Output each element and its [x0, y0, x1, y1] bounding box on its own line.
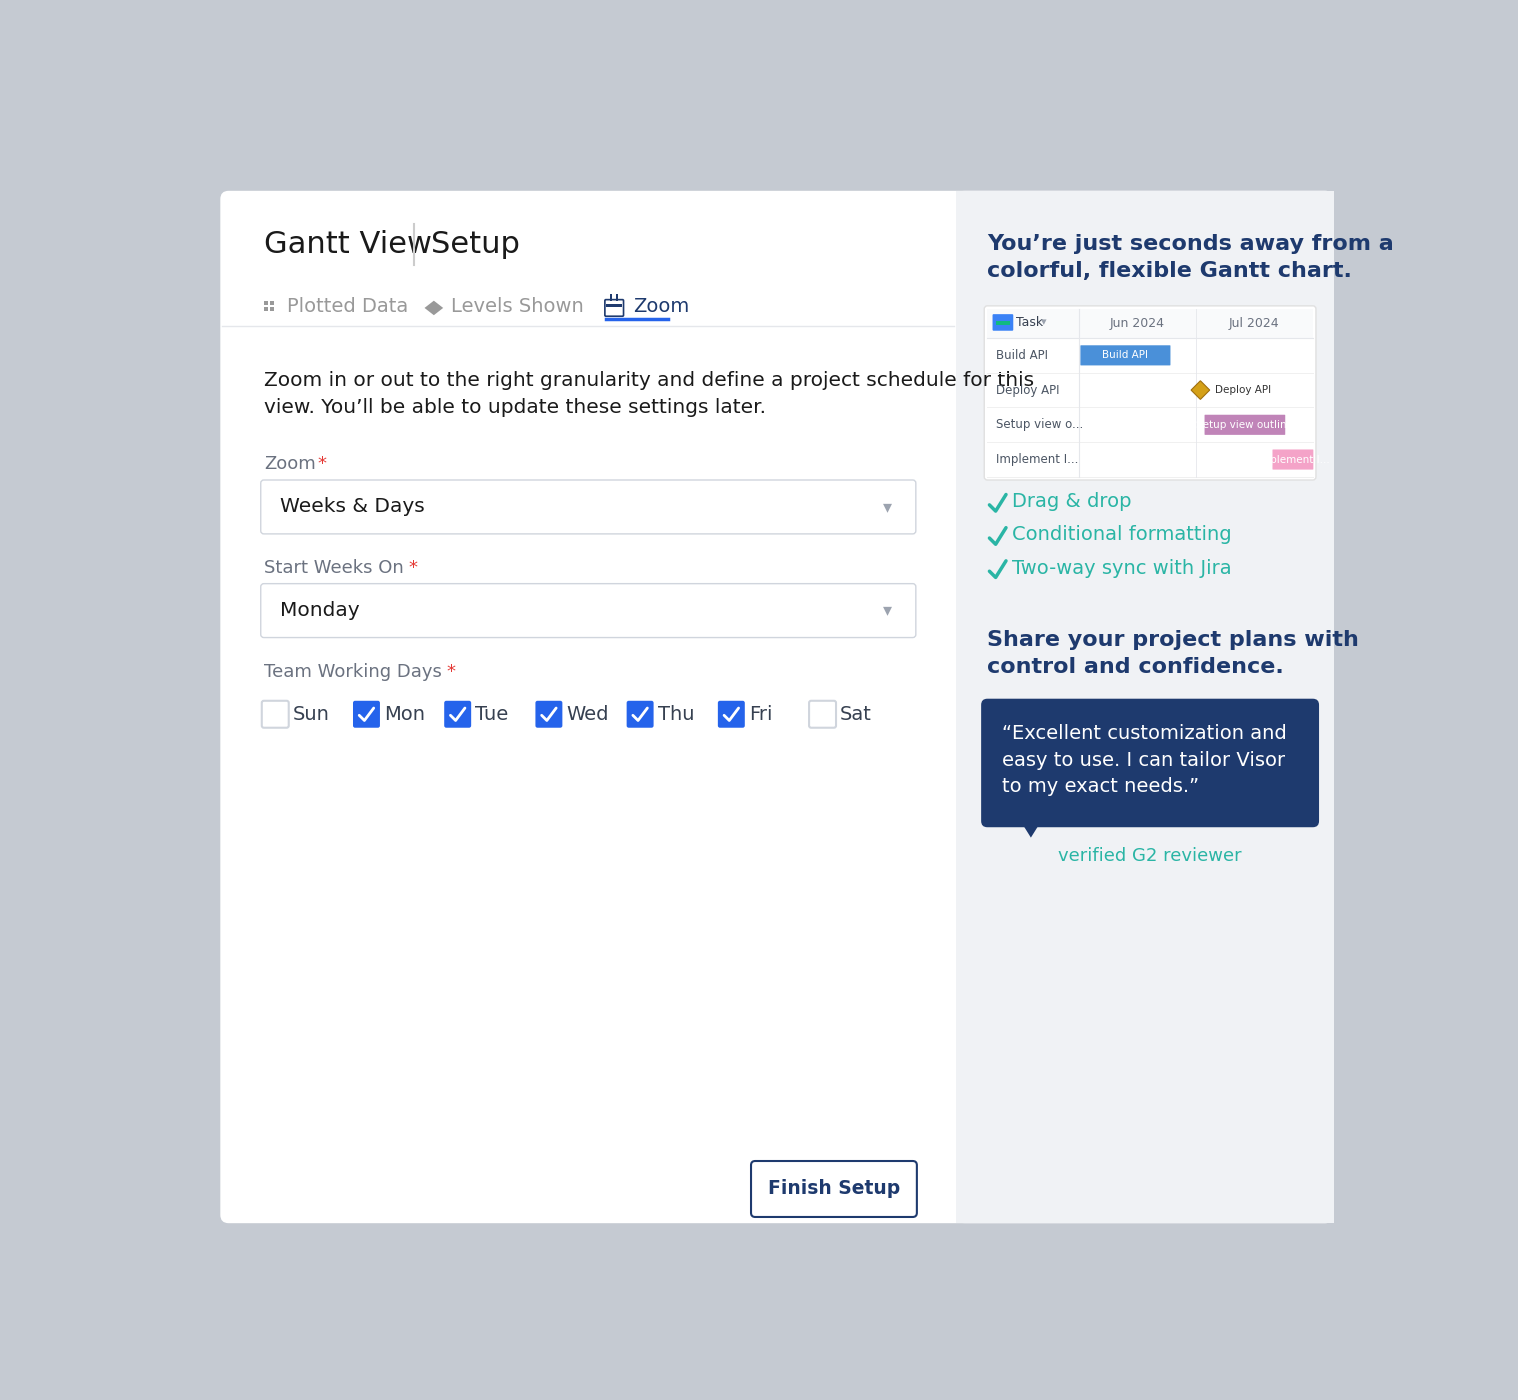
Text: Drag & drop: Drag & drop — [1013, 493, 1132, 511]
Text: Tue: Tue — [475, 704, 509, 724]
Bar — [270, 307, 275, 311]
Text: Team Working Days: Team Working Days — [264, 662, 442, 680]
Text: Sat: Sat — [839, 704, 871, 724]
Text: ▾: ▾ — [1041, 318, 1047, 328]
Polygon shape — [425, 301, 443, 315]
Text: *: * — [408, 559, 417, 577]
FancyBboxPatch shape — [261, 480, 915, 533]
FancyBboxPatch shape — [261, 584, 915, 637]
Bar — [264, 589, 912, 637]
Text: ▾: ▾ — [883, 602, 893, 620]
Text: Jun 2024: Jun 2024 — [1110, 316, 1164, 330]
Text: Build API: Build API — [996, 349, 1047, 361]
Text: easy to use. I can tailor Visor: easy to use. I can tailor Visor — [1002, 750, 1286, 770]
Text: Plotted Data: Plotted Data — [287, 297, 408, 316]
Polygon shape — [1192, 381, 1210, 399]
Text: Jul 2024: Jul 2024 — [1230, 316, 1280, 330]
Text: Deploy API: Deploy API — [1214, 385, 1271, 395]
Text: Finish Setup: Finish Setup — [768, 1179, 900, 1198]
Text: verified G2 reviewer: verified G2 reviewer — [1058, 847, 1242, 865]
Text: Wed: Wed — [566, 704, 609, 724]
Text: *: * — [446, 662, 455, 680]
Text: Task: Task — [1017, 316, 1043, 329]
FancyBboxPatch shape — [220, 190, 1333, 1224]
FancyBboxPatch shape — [984, 305, 1316, 480]
Text: ▾: ▾ — [883, 498, 893, 517]
Text: You’re just seconds away from a: You’re just seconds away from a — [987, 234, 1394, 255]
Bar — [606, 304, 622, 307]
FancyBboxPatch shape — [1272, 449, 1313, 469]
FancyBboxPatch shape — [751, 1161, 917, 1217]
Text: *: * — [317, 455, 326, 473]
Text: Setup view o...: Setup view o... — [996, 419, 1082, 431]
FancyBboxPatch shape — [981, 699, 1319, 827]
FancyBboxPatch shape — [536, 701, 562, 728]
Bar — [996, 322, 1009, 325]
Text: Conditional formatting: Conditional formatting — [1013, 525, 1233, 545]
Text: Levels Shown: Levels Shown — [451, 297, 584, 316]
Text: Build API: Build API — [1102, 350, 1149, 360]
Bar — [610, 294, 612, 301]
Text: Zoom in or out to the right granularity and define a project schedule for this: Zoom in or out to the right granularity … — [264, 371, 1034, 391]
Text: control and confidence.: control and confidence. — [987, 657, 1284, 678]
Text: Monday: Monday — [281, 601, 360, 620]
FancyBboxPatch shape — [1205, 414, 1286, 435]
Bar — [264, 301, 269, 305]
FancyBboxPatch shape — [993, 314, 1014, 330]
Bar — [987, 309, 1313, 337]
Text: Setup view outline: Setup view outline — [1196, 420, 1293, 430]
Bar — [956, 190, 968, 1224]
Text: Share your project plans with: Share your project plans with — [987, 630, 1359, 650]
Text: Mon: Mon — [384, 704, 425, 724]
Text: Sun: Sun — [293, 704, 329, 724]
Text: Weeks & Days: Weeks & Days — [281, 497, 425, 517]
Text: Thu: Thu — [657, 704, 694, 724]
Text: Fri: Fri — [748, 704, 773, 724]
FancyBboxPatch shape — [718, 701, 745, 728]
Text: “Excellent customization and: “Excellent customization and — [1002, 724, 1287, 742]
Text: Gantt View: Gantt View — [264, 230, 431, 259]
FancyBboxPatch shape — [627, 701, 654, 728]
Bar — [956, 190, 1333, 1224]
Text: Implement I...: Implement I... — [1257, 455, 1330, 465]
Text: Deploy API: Deploy API — [996, 384, 1060, 396]
FancyBboxPatch shape — [445, 701, 471, 728]
Polygon shape — [1020, 820, 1041, 837]
Bar — [270, 301, 275, 305]
FancyBboxPatch shape — [604, 300, 624, 316]
FancyBboxPatch shape — [261, 701, 288, 728]
Bar — [616, 294, 618, 301]
Text: colorful, flexible Gantt chart.: colorful, flexible Gantt chart. — [987, 262, 1353, 281]
FancyBboxPatch shape — [1081, 346, 1170, 365]
Text: Start Weeks On: Start Weeks On — [264, 559, 404, 577]
Text: Two-way sync with Jira: Two-way sync with Jira — [1013, 559, 1233, 578]
Bar — [264, 486, 912, 533]
Text: Zoom: Zoom — [633, 297, 689, 316]
Bar — [264, 307, 269, 311]
Text: to my exact needs.”: to my exact needs.” — [1002, 777, 1199, 797]
Text: view. You’ll be able to update these settings later.: view. You’ll be able to update these set… — [264, 398, 767, 417]
Text: Zoom: Zoom — [264, 455, 316, 473]
FancyBboxPatch shape — [354, 701, 380, 728]
Text: Setup: Setup — [431, 230, 519, 259]
FancyBboxPatch shape — [809, 701, 836, 728]
FancyBboxPatch shape — [956, 190, 1333, 1224]
Text: Implement I...: Implement I... — [996, 454, 1078, 466]
